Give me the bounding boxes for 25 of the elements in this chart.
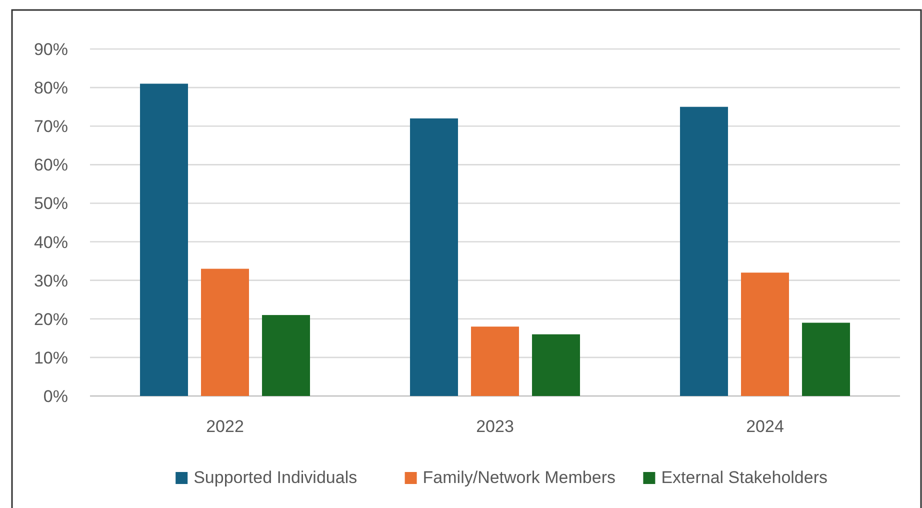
legend-label: Family/Network Members xyxy=(422,468,616,487)
bar xyxy=(262,315,310,396)
legend-label: External Stakeholders xyxy=(661,468,828,487)
bar xyxy=(410,118,458,396)
x-tick-label: 2022 xyxy=(206,417,244,436)
y-tick-label: 0% xyxy=(43,387,68,406)
bar xyxy=(680,106,728,396)
y-tick-label: 80% xyxy=(34,78,68,98)
bar xyxy=(741,272,789,396)
legend-label: Supported Individuals xyxy=(194,468,358,487)
y-tick-label: 50% xyxy=(34,194,68,214)
x-tick-label: 2024 xyxy=(746,417,784,436)
y-tick-label: 30% xyxy=(34,271,68,290)
y-tick-label: 60% xyxy=(34,156,68,175)
y-tick-label: 90% xyxy=(34,40,68,59)
bar xyxy=(471,326,519,396)
bar xyxy=(201,268,249,396)
x-tick-label: 2023 xyxy=(476,417,514,436)
y-tick-label: 20% xyxy=(34,310,68,329)
y-tick-label: 40% xyxy=(34,232,68,252)
y-tick-label: 70% xyxy=(34,117,68,136)
bar xyxy=(802,322,850,396)
y-tick-label: 10% xyxy=(34,348,68,368)
bar xyxy=(140,84,188,396)
bar xyxy=(532,334,580,396)
